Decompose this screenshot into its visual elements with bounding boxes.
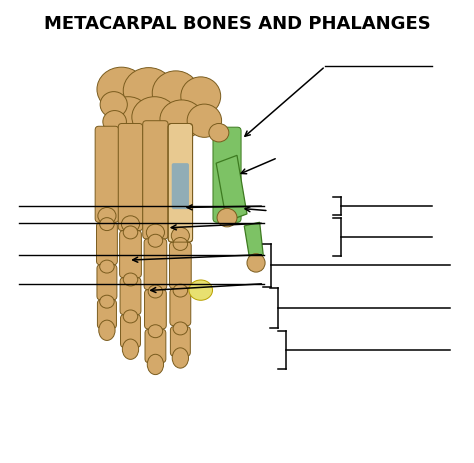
Ellipse shape xyxy=(100,218,114,231)
Ellipse shape xyxy=(146,224,164,241)
Ellipse shape xyxy=(152,71,200,115)
FancyBboxPatch shape xyxy=(98,300,117,328)
FancyBboxPatch shape xyxy=(145,329,166,363)
Ellipse shape xyxy=(99,320,115,340)
Text: METACARPAL BONES AND PHALANGES: METACARPAL BONES AND PHALANGES xyxy=(44,15,430,33)
Ellipse shape xyxy=(247,254,265,272)
Polygon shape xyxy=(216,155,247,221)
Ellipse shape xyxy=(108,97,149,134)
Ellipse shape xyxy=(148,285,163,298)
FancyBboxPatch shape xyxy=(118,124,143,231)
Ellipse shape xyxy=(122,339,139,359)
FancyBboxPatch shape xyxy=(119,231,141,278)
Ellipse shape xyxy=(123,310,138,323)
Ellipse shape xyxy=(123,273,138,286)
Ellipse shape xyxy=(98,207,116,224)
Ellipse shape xyxy=(148,325,163,338)
FancyBboxPatch shape xyxy=(170,326,191,356)
FancyBboxPatch shape xyxy=(143,121,168,239)
Ellipse shape xyxy=(217,208,237,227)
FancyBboxPatch shape xyxy=(168,124,192,242)
Ellipse shape xyxy=(132,97,177,138)
Ellipse shape xyxy=(103,111,127,133)
FancyBboxPatch shape xyxy=(120,278,141,314)
Ellipse shape xyxy=(181,77,221,116)
Ellipse shape xyxy=(100,295,114,308)
FancyBboxPatch shape xyxy=(95,126,118,222)
Ellipse shape xyxy=(209,124,229,142)
Ellipse shape xyxy=(100,92,128,118)
FancyBboxPatch shape xyxy=(97,222,118,265)
Ellipse shape xyxy=(172,348,189,368)
FancyBboxPatch shape xyxy=(97,265,117,300)
FancyBboxPatch shape xyxy=(145,290,166,329)
FancyBboxPatch shape xyxy=(120,314,140,347)
Ellipse shape xyxy=(187,104,221,138)
Ellipse shape xyxy=(147,354,164,375)
Polygon shape xyxy=(244,222,263,259)
Ellipse shape xyxy=(160,100,203,139)
Ellipse shape xyxy=(100,260,114,273)
Ellipse shape xyxy=(173,284,188,297)
Ellipse shape xyxy=(121,216,139,232)
Ellipse shape xyxy=(148,234,163,247)
FancyBboxPatch shape xyxy=(170,289,191,325)
Ellipse shape xyxy=(189,280,212,300)
FancyBboxPatch shape xyxy=(170,242,191,288)
Ellipse shape xyxy=(173,322,188,335)
Ellipse shape xyxy=(123,68,174,114)
Ellipse shape xyxy=(173,238,188,250)
FancyBboxPatch shape xyxy=(213,127,241,222)
FancyBboxPatch shape xyxy=(172,163,189,209)
Ellipse shape xyxy=(123,226,138,239)
Ellipse shape xyxy=(97,67,146,112)
FancyBboxPatch shape xyxy=(144,239,167,290)
Ellipse shape xyxy=(171,227,190,244)
